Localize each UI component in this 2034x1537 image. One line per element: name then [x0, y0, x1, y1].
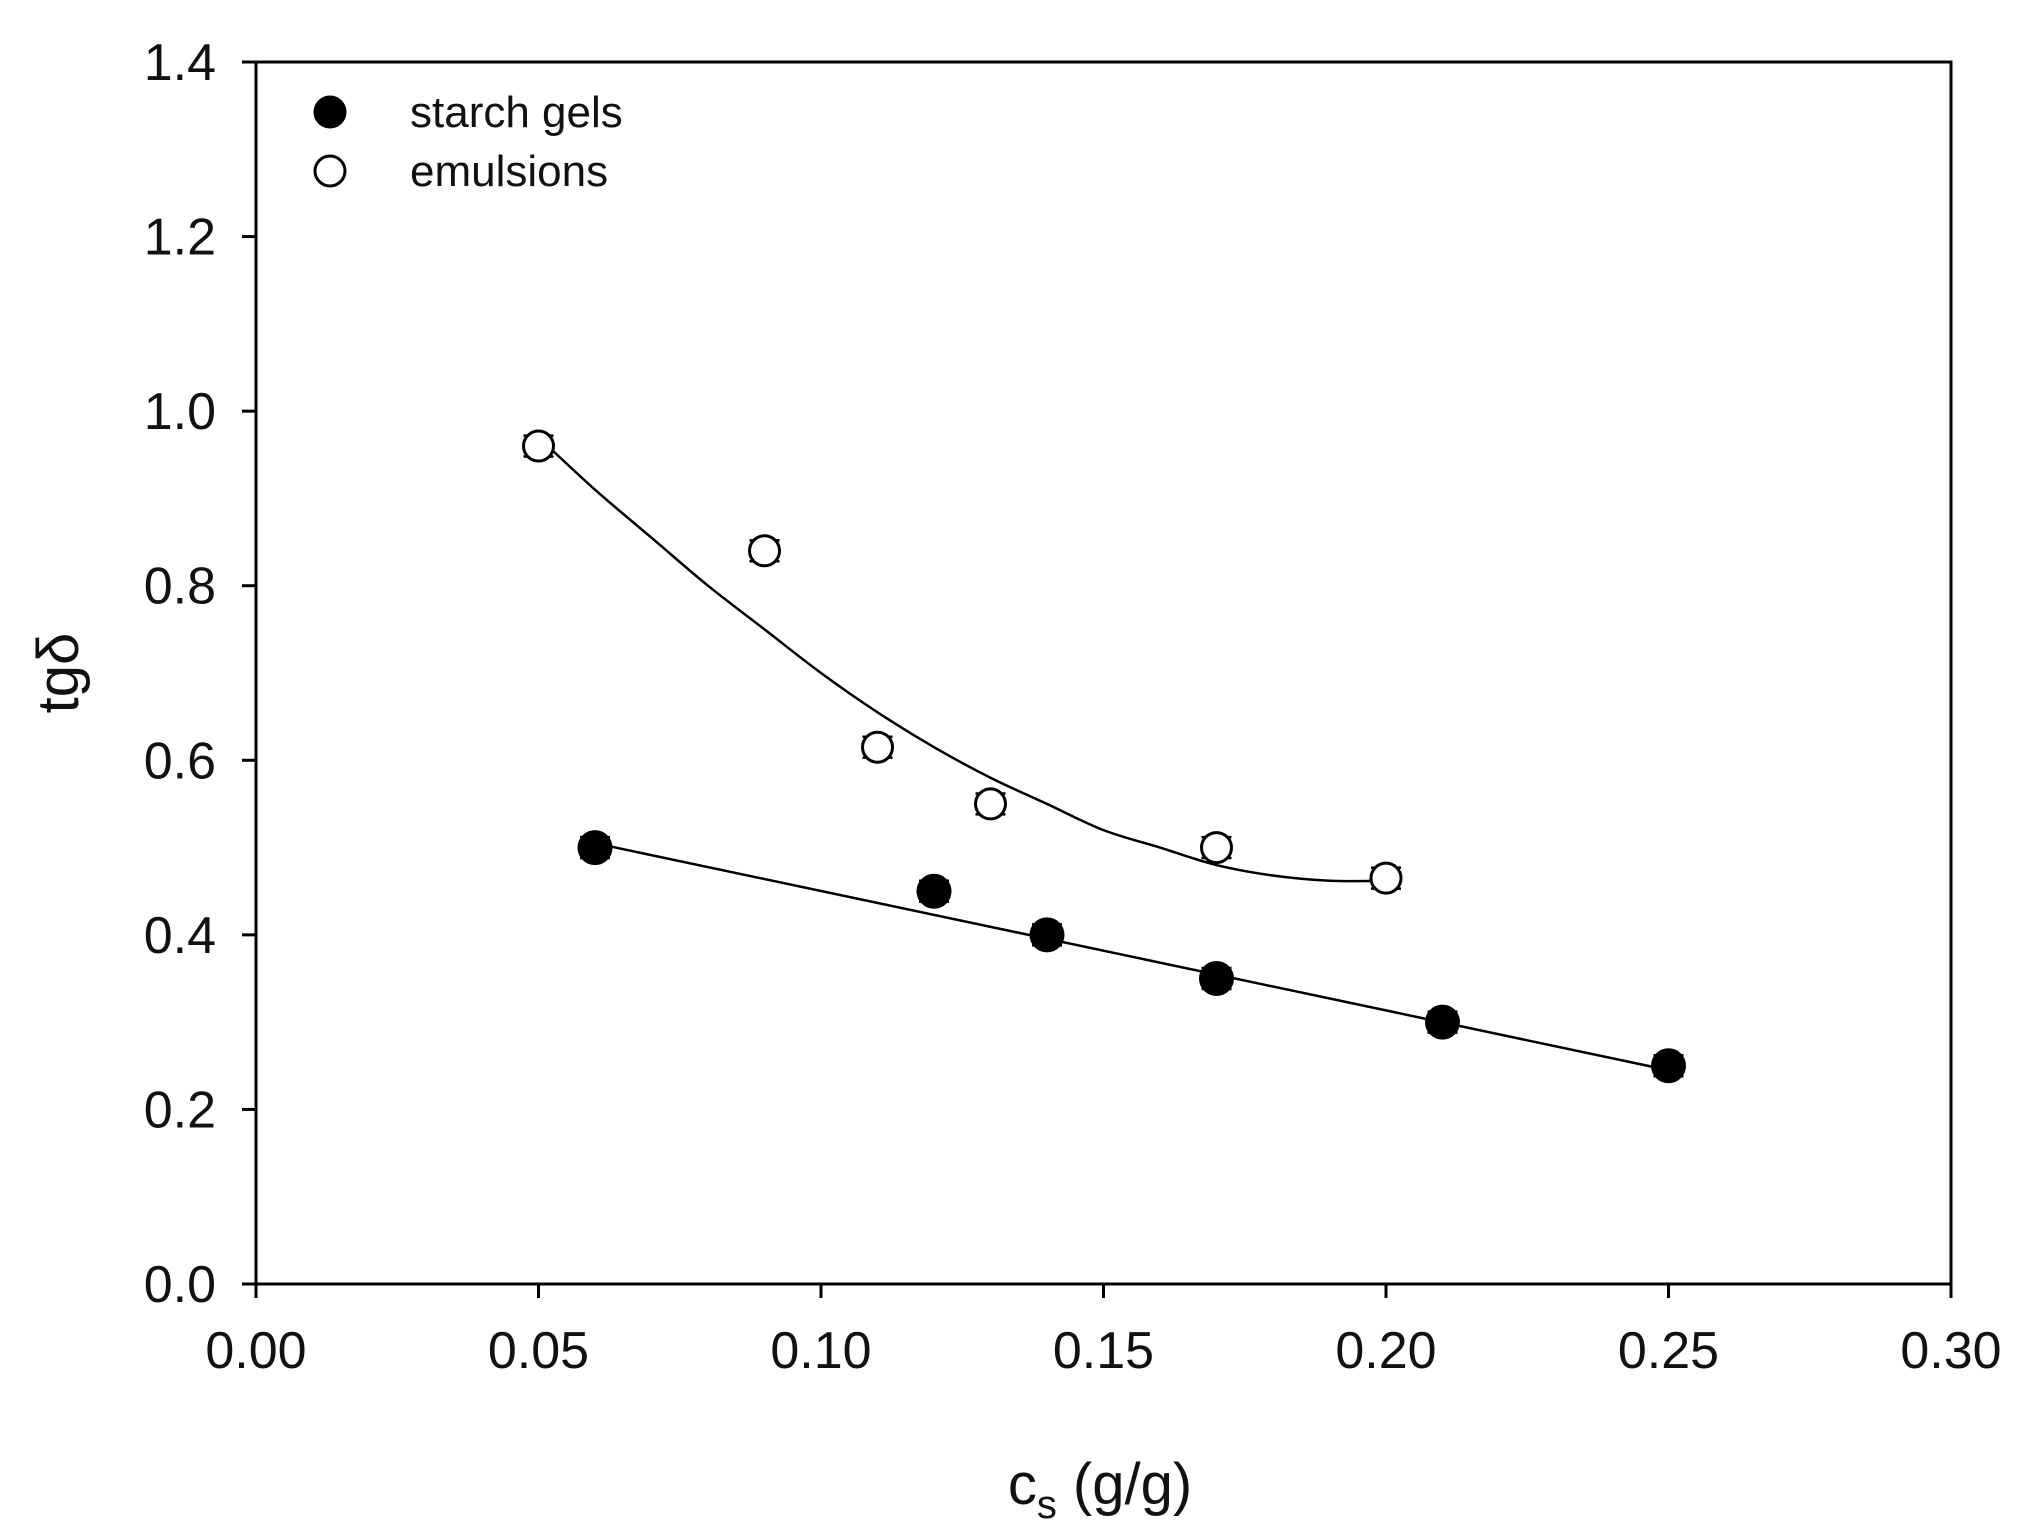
data-point-starch-gels [577, 830, 613, 866]
axis-ticks: 0.00 0.05 0.10 0.15 0.20 0.25 0.30 0.0 0.2 0.4 0.6… [144, 34, 2002, 1380]
x-tick-label: 0.00 [205, 1322, 306, 1380]
y-tick-label: 1.0 [144, 383, 216, 441]
error-bars [523, 434, 1684, 1078]
legend-label-starch-gels: starch gels [410, 88, 623, 137]
x-tick-label: 0.30 [1900, 1322, 2001, 1380]
x-axis-title-subscript: s [1037, 1483, 1057, 1527]
y-tick-label: 0.4 [144, 907, 216, 965]
fit-lines [537, 436, 1669, 1072]
data-point-starch-gels [1199, 961, 1234, 996]
x-tick-label: 0.05 [488, 1322, 589, 1380]
legend: starch gels emulsions [313, 88, 623, 196]
y-tick-label: 0.8 [144, 558, 216, 616]
data-point-emulsions [974, 787, 1007, 821]
y-tick-label: 1.4 [144, 34, 216, 92]
fit-line-starch-gels [594, 841, 1669, 1072]
x-tick-label: 0.20 [1335, 1322, 1436, 1380]
x-tick-label: 0.10 [770, 1322, 871, 1380]
plot-frame [254, 60, 1953, 1286]
x-axis-title-units: (g/g) [1057, 1452, 1192, 1517]
y-tick-label: 0.2 [144, 1081, 216, 1139]
legend-marker-emulsions [313, 154, 347, 188]
data-point-starch-gels [916, 873, 952, 909]
legend-label-emulsions: emulsions [410, 147, 608, 196]
data-point-emulsions [522, 429, 555, 463]
y-tick-label: 0.0 [144, 1256, 216, 1314]
data-point-starch-gels [1029, 917, 1065, 953]
data-points [522, 429, 1686, 1084]
y-axis-title: tgδ [26, 633, 91, 714]
data-point-emulsions [861, 730, 894, 764]
data-point-emulsions [1200, 831, 1233, 865]
x-axis-title: cs (g/g) [1008, 1452, 1192, 1527]
data-point-emulsions [1369, 861, 1403, 895]
legend-marker-starch-gels [313, 95, 347, 129]
y-tick-label: 1.2 [144, 209, 216, 267]
data-point-emulsions [748, 534, 781, 568]
x-tick-label: 0.15 [1053, 1322, 1154, 1380]
x-tick-label: 0.25 [1618, 1322, 1719, 1380]
x-axis-title-main: c [1008, 1452, 1037, 1517]
data-point-starch-gels [1425, 1004, 1460, 1040]
fit-line-emulsions [537, 436, 1387, 883]
data-point-starch-gels [1651, 1048, 1686, 1084]
y-tick-label: 0.6 [144, 732, 216, 790]
